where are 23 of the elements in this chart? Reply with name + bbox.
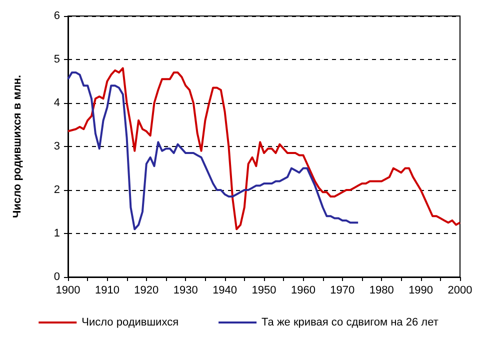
y-tick-label: 3	[54, 140, 60, 152]
line-series	[67, 67, 461, 230]
legend-label: Число родившихся	[82, 316, 179, 328]
x-tick-label: 1940	[212, 284, 238, 296]
y-tick-label: 6	[54, 10, 60, 22]
y-tick-label: 5	[54, 54, 60, 66]
x-tick-label: 1980	[369, 284, 394, 296]
x-tick-label: 1920	[134, 284, 159, 296]
y-tick-label: 4	[54, 97, 60, 109]
x-tick-label: 1900	[56, 284, 80, 296]
x-tick-label: 1970	[330, 284, 355, 296]
y-tick-label: 1	[54, 228, 60, 240]
x-tick-label: 1930	[173, 284, 198, 296]
x-tick-label: 1960	[290, 284, 316, 296]
x-tick-label: 1910	[94, 284, 120, 296]
x-tick-label: 2000	[448, 284, 472, 296]
x-tick-label: 1950	[252, 284, 276, 296]
line-series	[67, 72, 360, 230]
y-axis-title: Число родившихся в млн.	[12, 74, 24, 218]
y-tick-label: 2	[54, 184, 60, 196]
x-tick-label: 1990	[408, 284, 434, 296]
legend-label: Та же кривая со сдвигом на 26 лет	[262, 316, 438, 328]
y-tick-label: 0	[54, 271, 60, 283]
